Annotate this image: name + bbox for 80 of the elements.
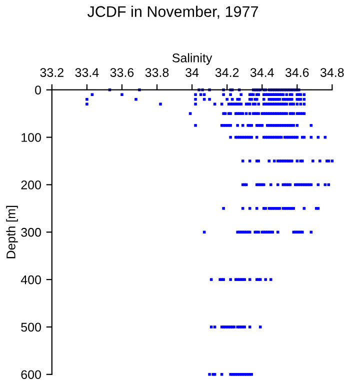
point [241, 124, 244, 127]
point [302, 93, 306, 96]
point [257, 102, 260, 106]
point [90, 93, 94, 96]
point [299, 102, 302, 106]
point [248, 278, 252, 281]
point [159, 102, 162, 106]
point [272, 160, 276, 162]
point [264, 278, 267, 281]
point [241, 160, 244, 162]
point [220, 102, 224, 106]
y-tick-label: 300 [21, 228, 41, 237]
point [241, 207, 244, 210]
point [213, 326, 216, 328]
point [202, 93, 206, 96]
x-tick-label: 34.4 [250, 68, 274, 77]
point [188, 112, 192, 115]
point [210, 326, 213, 328]
point [208, 373, 211, 376]
point [285, 93, 288, 96]
point [134, 98, 138, 101]
point [86, 98, 88, 101]
point [222, 207, 225, 210]
point [268, 160, 270, 162]
point [310, 124, 313, 127]
point [255, 207, 258, 210]
point [310, 230, 313, 234]
point [302, 207, 306, 210]
point [220, 373, 224, 376]
point [210, 278, 213, 281]
x-tick-label: 34 [186, 68, 199, 77]
x-tick-label: 34.6 [285, 68, 309, 77]
y-tick-label: 200 [21, 180, 41, 190]
point [296, 102, 299, 106]
x-tick-label: 33.2 [40, 68, 64, 77]
point [229, 93, 232, 96]
y-tick-label: 0 [35, 86, 41, 95]
point [213, 102, 216, 106]
point [269, 278, 272, 281]
x-tick-label: 33.6 [110, 68, 134, 77]
x-tick-label: 33.4 [75, 68, 99, 77]
x-axis-title: Salinity [172, 53, 212, 65]
point [194, 93, 197, 96]
point [296, 160, 299, 162]
point [302, 98, 306, 101]
point [318, 160, 322, 162]
y-tick-label: 100 [22, 133, 41, 142]
point [248, 160, 252, 162]
y-tick-label: 600 [21, 370, 41, 380]
point [248, 326, 252, 328]
y-tick-label: 500 [21, 322, 41, 332]
point [194, 98, 197, 101]
point [229, 136, 232, 139]
point [240, 93, 242, 96]
point [330, 160, 334, 162]
point [229, 278, 232, 281]
point [258, 326, 262, 328]
point [248, 112, 252, 115]
x-tick-label: 33.8 [145, 68, 169, 77]
point [296, 124, 299, 127]
y-axis-title: Depth [m] [6, 206, 18, 258]
point [208, 98, 211, 101]
point [202, 230, 206, 234]
point [120, 93, 124, 96]
point [302, 102, 306, 106]
x-tick-label: 34.8 [320, 68, 344, 77]
point [236, 124, 239, 127]
point [312, 160, 314, 162]
point [194, 102, 197, 106]
point [226, 98, 228, 101]
point [244, 112, 248, 115]
y-tick-label: 400 [20, 275, 41, 284]
point [248, 207, 252, 210]
x-tick-label: 34.2 [215, 68, 239, 77]
point [222, 93, 225, 96]
point [194, 124, 197, 127]
chart-title: JCDF in November, 1977 [87, 6, 258, 19]
point [86, 102, 88, 106]
point [199, 93, 202, 96]
point [276, 230, 280, 234]
